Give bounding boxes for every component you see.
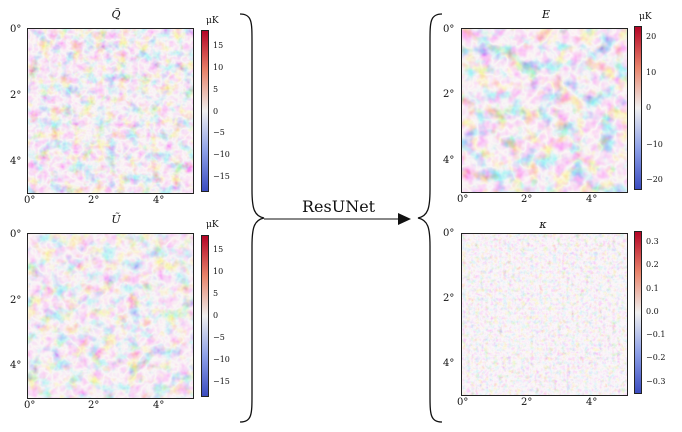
q-x-tick-1: 2° bbox=[88, 195, 100, 206]
panel-e-title: E bbox=[541, 8, 551, 21]
kappa-y-tick-2: 4° bbox=[443, 358, 455, 369]
u-y-tick-1: 2° bbox=[10, 295, 22, 306]
e-map-image bbox=[461, 28, 628, 193]
q-x-tick-0: 0° bbox=[24, 195, 36, 206]
kappa-x-tick-2: 4° bbox=[586, 397, 598, 408]
q-cb-tick-2: 5 bbox=[213, 85, 219, 94]
q-colorbar bbox=[201, 30, 209, 192]
panel-kappa-title: κ bbox=[539, 218, 547, 231]
u-map-image bbox=[27, 233, 194, 399]
e-y-tick-1: 2° bbox=[443, 89, 455, 100]
kappa-colorbar bbox=[634, 231, 642, 394]
e-cb-tick-0: 20 bbox=[646, 32, 657, 41]
kappa-x-tick-1: 2° bbox=[521, 397, 533, 408]
e-colorbar-unit: μK bbox=[639, 12, 652, 22]
kappa-x-tick-0: 0° bbox=[457, 397, 469, 408]
resunet-label: ResUNet bbox=[302, 197, 376, 216]
q-cb-tick-1: 10 bbox=[213, 63, 224, 72]
e-y-tick-0: 0° bbox=[443, 24, 455, 35]
kappa-map-image bbox=[461, 233, 628, 396]
right-curly-brace bbox=[417, 13, 443, 423]
kappa-cb-tick-2: 0.1 bbox=[646, 284, 659, 293]
u-cb-tick-3: 0 bbox=[213, 311, 219, 320]
e-cb-tick-1: 10 bbox=[646, 68, 657, 77]
u-cb-tick-2: 5 bbox=[213, 289, 219, 298]
u-cb-tick-4: −5 bbox=[213, 333, 225, 342]
kappa-y-tick-0: 0° bbox=[443, 228, 455, 239]
q-colorbar-unit: μK bbox=[206, 16, 219, 26]
kappa-y-tick-1: 2° bbox=[443, 293, 455, 304]
u-cb-tick-5: −10 bbox=[213, 355, 230, 364]
e-x-tick-0: 0° bbox=[457, 194, 469, 205]
e-x-tick-2: 4° bbox=[586, 194, 598, 205]
u-cb-tick-0: 15 bbox=[213, 245, 224, 254]
e-cb-tick-4: −20 bbox=[646, 175, 663, 184]
u-cb-tick-1: 10 bbox=[213, 267, 224, 276]
q-cb-tick-0: 15 bbox=[213, 41, 224, 50]
panel-u-title: Ũ bbox=[111, 213, 121, 226]
e-colorbar bbox=[634, 26, 642, 190]
kappa-cb-tick-1: 0.2 bbox=[646, 260, 659, 269]
arrow-right-icon bbox=[264, 213, 411, 225]
u-y-tick-0: 0° bbox=[10, 229, 22, 240]
q-cb-tick-3: 0 bbox=[213, 107, 219, 116]
q-y-tick-0: 0° bbox=[10, 24, 22, 35]
q-y-tick-2: 4° bbox=[10, 156, 22, 167]
kappa-cb-tick-3: 0.0 bbox=[646, 307, 659, 316]
e-cb-tick-2: 0 bbox=[646, 103, 652, 112]
kappa-cb-tick-6: −0.3 bbox=[646, 377, 666, 386]
panel-q-title: Q̃ bbox=[111, 8, 121, 21]
q-cb-tick-6: −15 bbox=[213, 172, 230, 181]
u-x-tick-1: 2° bbox=[88, 400, 100, 411]
q-y-tick-1: 2° bbox=[10, 90, 22, 101]
left-curly-brace bbox=[239, 13, 265, 423]
q-x-tick-2: 4° bbox=[153, 195, 165, 206]
u-x-tick-0: 0° bbox=[24, 400, 36, 411]
q-map-image bbox=[27, 28, 194, 194]
e-y-tick-2: 4° bbox=[443, 155, 455, 166]
u-y-tick-2: 4° bbox=[10, 360, 22, 371]
u-x-tick-2: 4° bbox=[153, 400, 165, 411]
q-cb-tick-5: −10 bbox=[213, 150, 230, 159]
u-colorbar-unit: μK bbox=[206, 220, 219, 230]
u-colorbar bbox=[201, 235, 209, 397]
e-cb-tick-3: −10 bbox=[646, 140, 663, 149]
e-x-tick-1: 2° bbox=[521, 194, 533, 205]
q-cb-tick-4: −5 bbox=[213, 128, 225, 137]
kappa-cb-tick-5: −0.2 bbox=[646, 353, 666, 362]
u-cb-tick-6: −15 bbox=[213, 377, 230, 386]
kappa-cb-tick-4: −0.1 bbox=[646, 330, 666, 339]
kappa-cb-tick-0: 0.3 bbox=[646, 237, 659, 246]
